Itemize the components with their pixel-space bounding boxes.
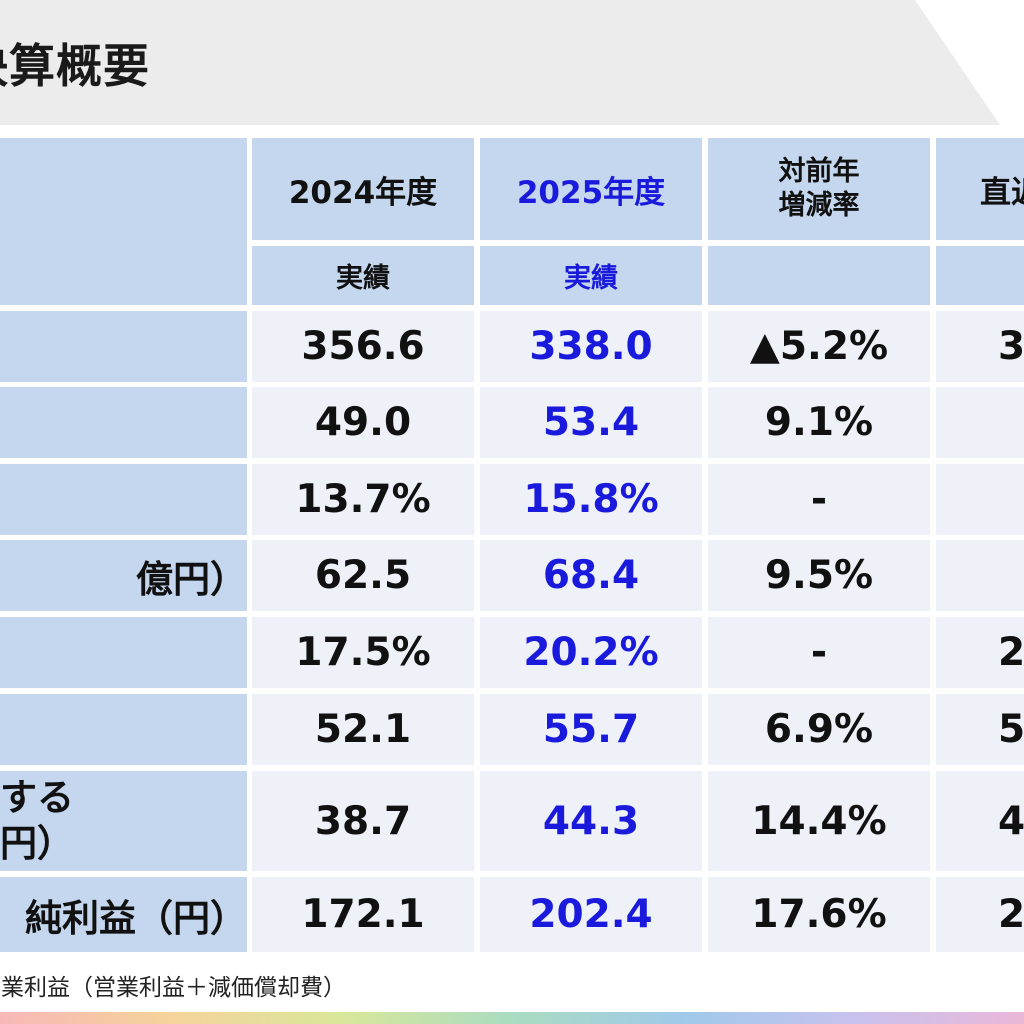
header-2024: 2024年度: [252, 138, 474, 240]
text-line: 円）: [0, 822, 74, 865]
text-line: 億円）: [136, 557, 247, 601]
row-label: する 円）: [0, 771, 247, 871]
cell-2024: 356.6: [252, 311, 474, 382]
row-label: [0, 464, 247, 535]
cell-2024: 17.5%: [252, 617, 474, 688]
subheader-recent: [936, 246, 1024, 305]
cell-yoy-change: -: [708, 464, 930, 535]
cell-2024: 172.1: [252, 877, 474, 952]
footnote: 営業利益（営業利益＋減価償却費）: [0, 975, 346, 1001]
cell-2025: 15.8%: [480, 464, 702, 535]
cell-2024: 62.5: [252, 540, 474, 611]
cell-2024: 52.1: [252, 694, 474, 765]
text-line: 純利益（円）: [25, 896, 247, 940]
row-label: 億円）: [0, 540, 247, 611]
cell-yoy-change: 9.5%: [708, 540, 930, 611]
text-line: 増減率: [778, 190, 860, 221]
cell-2025: 44.3: [480, 771, 702, 871]
cell-recent: [936, 387, 1024, 458]
cell-2025: 68.4: [480, 540, 702, 611]
row-label: [0, 617, 247, 688]
cell-recent: 2: [936, 617, 1024, 688]
cell-2025: 338.0: [480, 311, 702, 382]
cell-yoy-change: 17.6%: [708, 877, 930, 952]
cell-2025: 55.7: [480, 694, 702, 765]
cell-2024: 13.7%: [252, 464, 474, 535]
decorative-gradient-bar: [0, 1012, 1024, 1024]
cell-yoy-change: 14.4%: [708, 771, 930, 871]
cell-recent: 5: [936, 694, 1024, 765]
row-label: [0, 694, 247, 765]
cell-yoy-change: 6.9%: [708, 694, 930, 765]
header-2025: 2025年度: [480, 138, 702, 240]
subheader-2024: 実績: [252, 246, 474, 305]
cell-yoy-change: ▲5.2%: [708, 311, 930, 382]
row-label: [0, 387, 247, 458]
title-banner: [0, 0, 1000, 125]
cell-2025: 20.2%: [480, 617, 702, 688]
cell-2025: 53.4: [480, 387, 702, 458]
text-line: する: [0, 775, 74, 819]
cell-recent: 3: [936, 311, 1024, 382]
cell-recent: 20: [936, 877, 1024, 952]
page-title: 決算概要: [0, 39, 150, 93]
subheader-2025: 実績: [480, 246, 702, 305]
cell-recent: [936, 540, 1024, 611]
header-yoy-change: 対前年 増減率: [708, 138, 930, 240]
cell-yoy-change: 9.1%: [708, 387, 930, 458]
row-label: 純利益（円）: [0, 877, 247, 952]
subheader-yoy: [708, 246, 930, 305]
cell-recent: 4: [936, 771, 1024, 871]
row-label: [0, 311, 247, 382]
cell-recent: [936, 464, 1024, 535]
header-corner-cell: [0, 138, 247, 305]
header-recent: 直近: [936, 138, 1024, 240]
cell-2025: 202.4: [480, 877, 702, 952]
cell-yoy-change: -: [708, 617, 930, 688]
cell-2024: 49.0: [252, 387, 474, 458]
cell-2024: 38.7: [252, 771, 474, 871]
text-line: 対前年: [778, 156, 860, 188]
